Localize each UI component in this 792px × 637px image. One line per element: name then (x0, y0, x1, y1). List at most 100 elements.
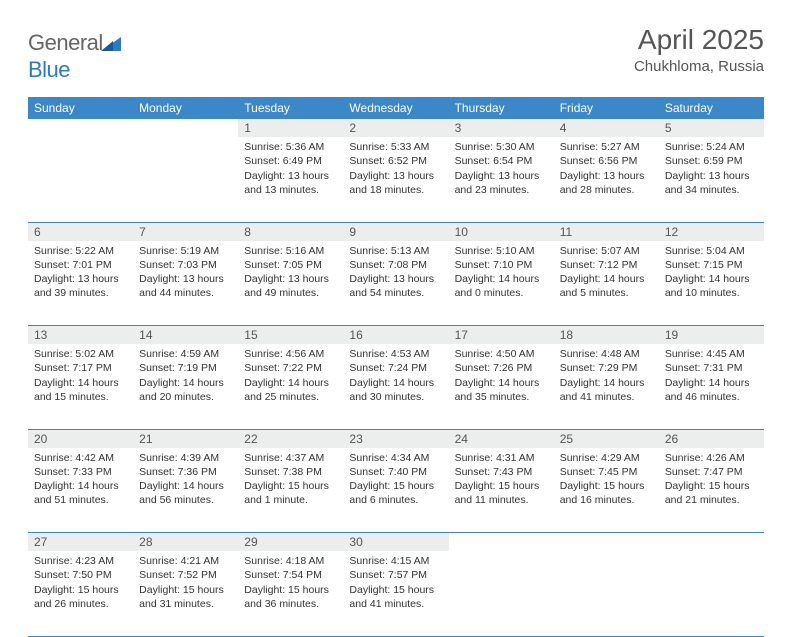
day-body: Sunrise: 4:56 AMSunset: 7:22 PMDaylight:… (238, 344, 343, 410)
day-number-cell: 19 (659, 326, 764, 344)
day-cell: Sunrise: 5:13 AMSunset: 7:08 PMDaylight:… (343, 241, 448, 326)
day-cell: Sunrise: 5:19 AMSunset: 7:03 PMDaylight:… (133, 241, 238, 326)
calendar-head: SundayMondayTuesdayWednesdayThursdayFrid… (28, 97, 764, 119)
day-cell (554, 551, 659, 636)
content-row: Sunrise: 5:36 AMSunset: 6:49 PMDaylight:… (28, 137, 764, 222)
header: GeneralBlue April 2025 Chukhloma, Russia (28, 24, 764, 83)
day-body: Sunrise: 4:34 AMSunset: 7:40 PMDaylight:… (343, 448, 448, 514)
day-cell: Sunrise: 4:37 AMSunset: 7:38 PMDaylight:… (238, 448, 343, 533)
day-number: 29 (238, 533, 343, 551)
day-number-cell: 2 (343, 119, 448, 137)
day-number-cell (449, 533, 554, 551)
day-number: 23 (343, 430, 448, 448)
logo: GeneralBlue (28, 30, 123, 83)
day-number-cell: 4 (554, 119, 659, 137)
day-cell (659, 551, 764, 636)
day-cell: Sunrise: 4:34 AMSunset: 7:40 PMDaylight:… (343, 448, 448, 533)
day-cell: Sunrise: 5:36 AMSunset: 6:49 PMDaylight:… (238, 137, 343, 222)
day-number-cell (28, 119, 133, 137)
day-body: Sunrise: 5:22 AMSunset: 7:01 PMDaylight:… (28, 241, 133, 307)
day-number-cell: 22 (238, 430, 343, 448)
logo-general: General (28, 30, 103, 55)
month-title: April 2025 (634, 24, 764, 56)
day-body: Sunrise: 4:45 AMSunset: 7:31 PMDaylight:… (659, 344, 764, 410)
day-cell: Sunrise: 4:45 AMSunset: 7:31 PMDaylight:… (659, 344, 764, 429)
day-cell: Sunrise: 4:26 AMSunset: 7:47 PMDaylight:… (659, 448, 764, 533)
day-body: Sunrise: 5:07 AMSunset: 7:12 PMDaylight:… (554, 241, 659, 307)
day-number-cell: 1 (238, 119, 343, 137)
day-number-cell: 14 (133, 326, 238, 344)
day-cell: Sunrise: 5:30 AMSunset: 6:54 PMDaylight:… (449, 137, 554, 222)
day-number: 14 (133, 326, 238, 344)
day-cell: Sunrise: 4:56 AMSunset: 7:22 PMDaylight:… (238, 344, 343, 429)
weekday-header: Friday (554, 97, 659, 119)
day-cell: Sunrise: 4:48 AMSunset: 7:29 PMDaylight:… (554, 344, 659, 429)
day-number-cell: 29 (238, 533, 343, 551)
day-body: Sunrise: 4:23 AMSunset: 7:50 PMDaylight:… (28, 551, 133, 617)
day-number (659, 533, 764, 551)
content-row: Sunrise: 4:42 AMSunset: 7:33 PMDaylight:… (28, 448, 764, 533)
day-number (133, 119, 238, 137)
day-number-cell: 11 (554, 223, 659, 241)
day-number: 10 (449, 223, 554, 241)
day-number-cell: 20 (28, 430, 133, 448)
day-number (28, 119, 133, 137)
day-number-cell: 7 (133, 223, 238, 241)
day-number-cell: 25 (554, 430, 659, 448)
day-number: 5 (659, 119, 764, 137)
day-body: Sunrise: 4:37 AMSunset: 7:38 PMDaylight:… (238, 448, 343, 514)
day-number-cell: 13 (28, 326, 133, 344)
content-row: Sunrise: 5:02 AMSunset: 7:17 PMDaylight:… (28, 344, 764, 429)
day-number (449, 533, 554, 551)
day-number-cell: 28 (133, 533, 238, 551)
day-body: Sunrise: 5:10 AMSunset: 7:10 PMDaylight:… (449, 241, 554, 307)
daynum-row: 20212223242526 (28, 430, 764, 448)
day-body: Sunrise: 4:42 AMSunset: 7:33 PMDaylight:… (28, 448, 133, 514)
day-number-cell: 18 (554, 326, 659, 344)
day-cell: Sunrise: 5:27 AMSunset: 6:56 PMDaylight:… (554, 137, 659, 222)
day-body: Sunrise: 5:04 AMSunset: 7:15 PMDaylight:… (659, 241, 764, 307)
day-cell: Sunrise: 4:29 AMSunset: 7:45 PMDaylight:… (554, 448, 659, 533)
day-number-cell: 17 (449, 326, 554, 344)
day-body: Sunrise: 4:53 AMSunset: 7:24 PMDaylight:… (343, 344, 448, 410)
day-number: 20 (28, 430, 133, 448)
day-cell: Sunrise: 5:24 AMSunset: 6:59 PMDaylight:… (659, 137, 764, 222)
day-number-cell: 5 (659, 119, 764, 137)
weekday-header: Monday (133, 97, 238, 119)
content-row: Sunrise: 4:23 AMSunset: 7:50 PMDaylight:… (28, 551, 764, 636)
daynum-row: 13141516171819 (28, 326, 764, 344)
day-number-cell: 21 (133, 430, 238, 448)
day-cell (449, 551, 554, 636)
day-body: Sunrise: 4:59 AMSunset: 7:19 PMDaylight:… (133, 344, 238, 410)
weekday-header: Tuesday (238, 97, 343, 119)
day-number: 21 (133, 430, 238, 448)
daynum-row: 27282930 (28, 533, 764, 551)
day-body: Sunrise: 4:48 AMSunset: 7:29 PMDaylight:… (554, 344, 659, 410)
day-number: 25 (554, 430, 659, 448)
day-number: 13 (28, 326, 133, 344)
logo-triangle-icon (101, 31, 121, 57)
day-number: 7 (133, 223, 238, 241)
day-body: Sunrise: 5:13 AMSunset: 7:08 PMDaylight:… (343, 241, 448, 307)
day-number: 24 (449, 430, 554, 448)
day-body: Sunrise: 4:39 AMSunset: 7:36 PMDaylight:… (133, 448, 238, 514)
day-body: Sunrise: 5:24 AMSunset: 6:59 PMDaylight:… (659, 137, 764, 203)
day-number: 28 (133, 533, 238, 551)
weekday-header: Sunday (28, 97, 133, 119)
day-cell: Sunrise: 4:39 AMSunset: 7:36 PMDaylight:… (133, 448, 238, 533)
day-cell: Sunrise: 5:22 AMSunset: 7:01 PMDaylight:… (28, 241, 133, 326)
daynum-row: 12345 (28, 119, 764, 137)
day-cell: Sunrise: 5:02 AMSunset: 7:17 PMDaylight:… (28, 344, 133, 429)
day-number-cell: 23 (343, 430, 448, 448)
day-cell: Sunrise: 4:42 AMSunset: 7:33 PMDaylight:… (28, 448, 133, 533)
day-cell: Sunrise: 4:53 AMSunset: 7:24 PMDaylight:… (343, 344, 448, 429)
weekday-header-row: SundayMondayTuesdayWednesdayThursdayFrid… (28, 97, 764, 119)
day-body: Sunrise: 4:26 AMSunset: 7:47 PMDaylight:… (659, 448, 764, 514)
day-cell (133, 137, 238, 222)
calendar-table: SundayMondayTuesdayWednesdayThursdayFrid… (28, 97, 764, 637)
day-number: 8 (238, 223, 343, 241)
day-number: 16 (343, 326, 448, 344)
day-number-cell: 15 (238, 326, 343, 344)
day-cell: Sunrise: 4:50 AMSunset: 7:26 PMDaylight:… (449, 344, 554, 429)
day-number: 1 (238, 119, 343, 137)
